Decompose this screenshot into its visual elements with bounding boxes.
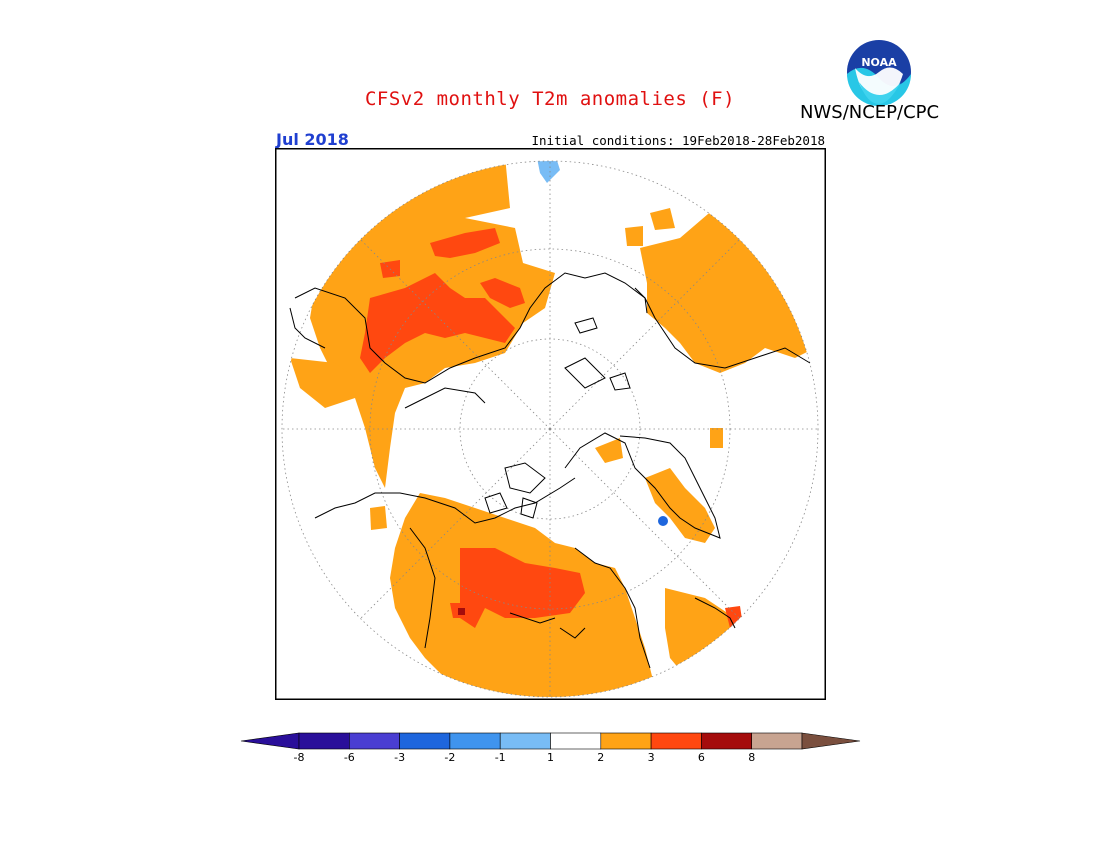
anomaly-eurasia-strong <box>360 273 515 373</box>
coastlines <box>289 272 811 669</box>
legend-swatch <box>751 732 803 750</box>
legend-swatch <box>650 732 702 750</box>
legend-tick-label: -2 <box>444 751 455 764</box>
legend-tick-label: 3 <box>648 751 655 764</box>
legend-swatch <box>349 732 400 750</box>
legend-tick-label: -6 <box>344 751 355 764</box>
map-frame <box>274 147 827 701</box>
legend-underflow-arrow <box>240 732 300 750</box>
map-title: CFSv2 monthly T2m anomalies (F) <box>364 88 736 110</box>
map-svg <box>274 147 827 701</box>
color-legend: -8 -6 -3 -2 -1 1 2 3 6 8 <box>238 730 863 770</box>
legend-tick-label: -1 <box>495 751 506 764</box>
noaa-logo: NOAA <box>845 38 913 106</box>
legend-swatch <box>399 732 451 750</box>
anomaly-map <box>274 147 827 701</box>
forecast-month: Jul 2018 <box>276 130 349 149</box>
legend-tick-label: 8 <box>748 751 755 764</box>
legend-tick-label: -3 <box>394 751 405 764</box>
legend-overflow-arrow <box>801 732 861 750</box>
legend-tick-label: 2 <box>597 751 604 764</box>
map-graticule <box>281 160 819 698</box>
anomaly-cool-spot <box>537 161 560 183</box>
legend-swatch <box>298 732 350 750</box>
legend-swatch <box>600 732 652 750</box>
anomaly-north-america-strong <box>460 548 585 628</box>
legend-tick-label: -8 <box>294 751 305 764</box>
legend-swatch <box>499 732 551 750</box>
legend-tick-label: 1 <box>547 751 554 764</box>
credit-label: NWS/NCEP/CPC <box>800 102 940 123</box>
legend-swatch <box>449 732 501 750</box>
logo-text: NOAA <box>861 56 897 69</box>
legend-swatch <box>550 732 602 750</box>
initial-conditions: Initial conditions: 19Feb2018-28Feb2018 <box>531 133 826 148</box>
legend-tick-label: 6 <box>698 751 705 764</box>
anomaly-eurasia-south <box>290 358 355 408</box>
legend-swatch <box>701 732 752 750</box>
